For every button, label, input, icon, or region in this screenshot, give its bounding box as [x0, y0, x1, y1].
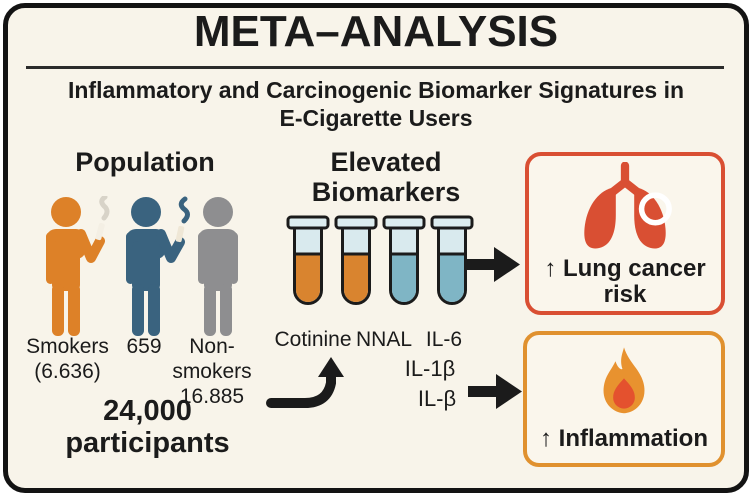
- label-il6: IL-6: [425, 328, 463, 351]
- biomarkers-heading-line2: Biomarkers: [311, 177, 461, 207]
- biomarkers-heading: Elevated Biomarkers: [296, 147, 476, 207]
- flame-icon: [603, 347, 645, 414]
- population-heading: Population: [75, 147, 215, 177]
- subtitle-line1: Inflammatory and Carcinogenic Biomarker …: [67, 77, 685, 103]
- nonsmokers-count: 16.885: [179, 385, 245, 408]
- nonsmoker-figure-icon: [198, 197, 238, 336]
- biomarkers-heading-line1: Elevated: [330, 147, 442, 177]
- title-divider: [26, 66, 724, 69]
- curved-arrow-icon: [266, 357, 344, 408]
- test-tube-cotinine-icon: [286, 215, 330, 305]
- right-arrow-lung-icon: [466, 247, 520, 282]
- smokers-count: (6.636): [34, 360, 101, 383]
- page-title: META–ANALYSIS: [193, 7, 559, 56]
- nonsmokers-label: Non- smokers 16.885: [166, 334, 258, 409]
- vaper-arm: [156, 229, 185, 263]
- label-cotinine: Cotinine: [274, 328, 352, 351]
- total-participants-number: 24,000: [103, 395, 192, 427]
- lung-cancer-risk-box: ↑ Lung cancer risk: [525, 152, 725, 315]
- smoker-arm: [76, 229, 105, 263]
- total-participants: 24,000 participants: [35, 395, 260, 459]
- smoker-figure-icon: [46, 196, 110, 336]
- nonsmokers-label-line1: Non-: [189, 335, 235, 358]
- lung-cancer-risk-label: ↑ Lung cancer risk: [544, 256, 705, 308]
- test-tube-il1b-icon: [430, 215, 474, 305]
- nodule-circle-icon: [638, 192, 672, 226]
- inflammation-box: ↑ Inflammation: [523, 331, 725, 467]
- nonsmokers-label-line2: smokers: [172, 360, 252, 383]
- cigarette-icon: [95, 222, 105, 241]
- inflammation-label: ↑ Inflammation: [540, 426, 708, 452]
- total-participants-word: participants: [65, 427, 230, 459]
- label-nnal: NNAL: [355, 328, 413, 351]
- up-arrow-glyph: ↑: [539, 425, 552, 452]
- vape-icon: [175, 225, 185, 243]
- inflammation-label-text: Inflammation: [558, 425, 708, 452]
- smokers-label: Smokers (6.636): [20, 334, 115, 384]
- up-arrow-glyph: ↑: [544, 255, 557, 282]
- lungs-icon: [584, 162, 672, 249]
- label-il1b: IL-1β: [404, 356, 456, 381]
- test-tube-il6-icon: [382, 215, 426, 305]
- vaper-figure-icon: [126, 196, 190, 336]
- subtitle-line2: E-Cigarette Users: [279, 105, 473, 131]
- smokers-label-line1: Smokers: [26, 335, 109, 358]
- test-tube-nnal-icon: [334, 215, 378, 305]
- vape-smoke-icon: [178, 196, 190, 224]
- right-arrow-inflammation-icon: [468, 374, 522, 409]
- label-ilb: IL-β: [417, 386, 457, 411]
- smoke-icon: [99, 196, 110, 221]
- vapers-count: 659: [126, 335, 162, 358]
- lung-cancer-label-line1: Lung cancer: [562, 255, 706, 282]
- lung-cancer-label-line2: risk: [603, 281, 647, 308]
